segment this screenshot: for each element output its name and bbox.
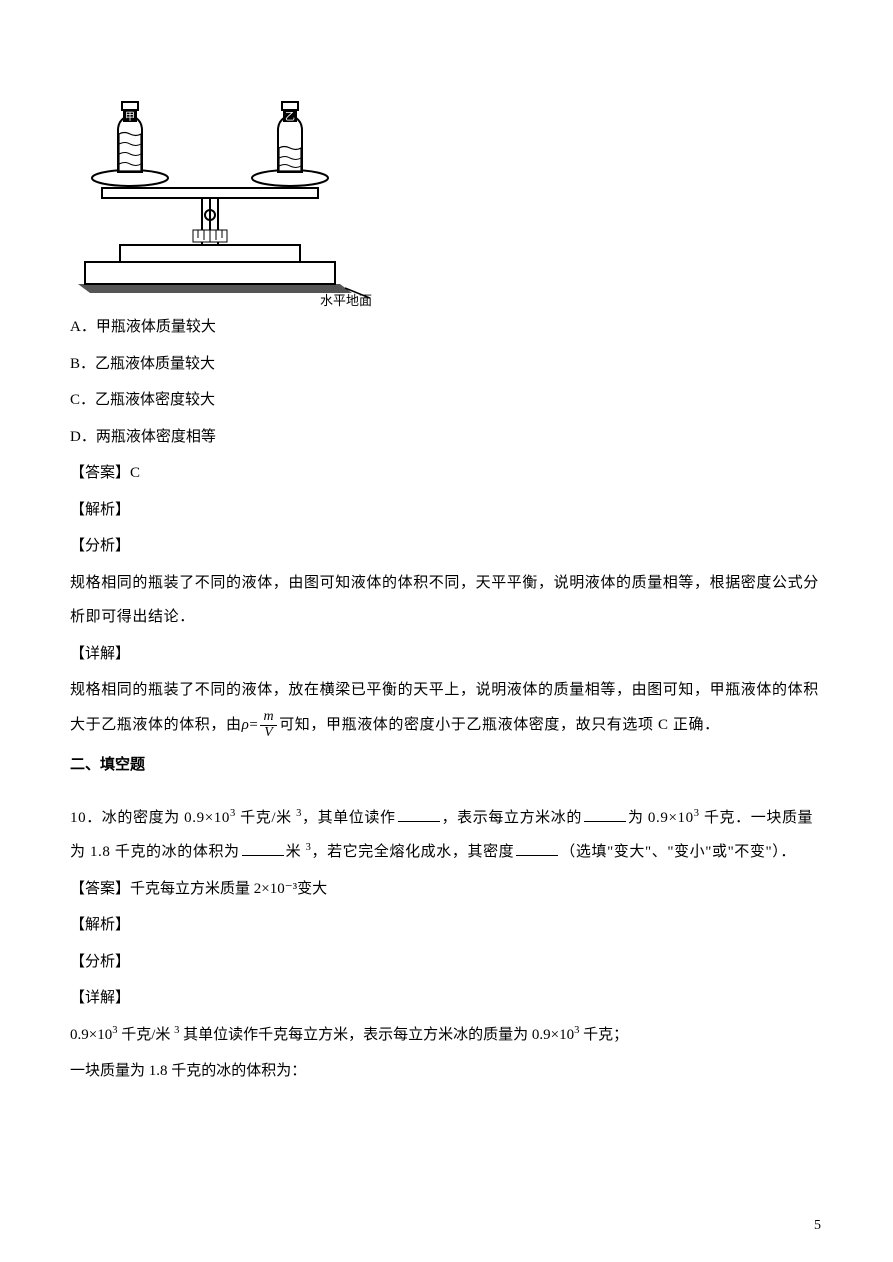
answer-q9-value: C [130,465,140,481]
q10-seg5: 为 0.9×10 [628,810,694,826]
density-fraction: mV [260,710,277,740]
option-b: B．乙瓶液体质量较大 [70,347,823,382]
d10-a: 0.9×10 [70,1027,112,1043]
blank-4 [516,843,558,857]
d10-d: 千克； [579,1027,628,1043]
balance-scale-figure: 甲 乙 水平地面 [70,90,823,300]
eq-symbol: = [249,717,258,733]
q10-seg4: ，表示每立方米冰的 [442,810,582,826]
answer-tag-q10: 【答案】千克每立方米质量 2×10⁻³变大 [70,872,823,907]
detail-q10-line2: 一块质量为 1.8 千克的冰的体积为： [70,1054,823,1089]
analysis-q9-text: 规格相同的瓶装了不同的液体，由图可知液体的体积不同，天平平衡，说明液体的质量相等… [70,566,823,635]
blank-1 [398,808,440,822]
detail-tag-q10: 【详解】 [70,981,823,1016]
q10-seg7: 米 [286,844,306,860]
detail-tag: 【详解】 [70,637,823,672]
fraction-den: V [260,726,277,741]
q10-seg9: （选填"变大"、"变小"或"不变"）． [560,844,796,860]
page-number: 5 [814,1210,821,1242]
bottle-left: 甲 [118,102,142,172]
d10-c: 其单位读作千克每立方米，表示每立方米冰的质量为 0.9×10 [179,1027,574,1043]
q10-seg8: ，若它完全熔化成水，其密度 [311,844,514,860]
answer-label-2: 【答案】 [70,881,130,897]
bottle-left-label: 甲 [125,112,135,123]
q10-seg1: 10．冰的密度为 0.9×10 [70,810,230,826]
explain-tag-q10: 【解析】 [70,908,823,943]
section-2-heading: 二、填空题 [70,748,823,783]
answer-tag: 【答案】C [70,456,823,491]
answer-q10-value: 千克每立方米质量 2×10⁻³变大 [130,881,327,897]
detail-q9-text: 规格相同的瓶装了不同的液体，放在横梁已平衡的天平上，说明液体的质量相等，由图可知… [70,673,823,742]
question-10: 10．冰的密度为 0.9×103 千克/米 3，其单位读作，表示每立方米冰的为 … [70,801,823,870]
balance-scale-svg: 甲 乙 [70,90,370,300]
q10-seg2: 千克/米 [236,810,296,826]
option-a: A．甲瓶液体质量较大 [70,310,823,345]
option-d: D．两瓶液体密度相等 [70,420,823,455]
detail-q10-line1: 0.9×103 千克/米 3 其单位读作千克每立方米，表示每立方米冰的质量为 0… [70,1018,823,1053]
blank-3 [242,843,284,857]
q10-seg3: ，其单位读作 [302,810,396,826]
analysis-tag-q10: 【分析】 [70,945,823,980]
detail-q9-post: 可知，甲瓶液体的密度小于乙瓶液体密度，故只有选项 C 正确． [279,717,720,733]
ground-label: 水平地面 [320,286,372,316]
bottle-right-label: 乙 [285,111,295,123]
bottle-right: 乙 [278,102,302,172]
fraction-num: m [260,710,277,726]
option-c: C．乙瓶液体密度较大 [70,383,823,418]
answer-label: 【答案】 [70,465,130,481]
d10-b: 千克/米 [117,1027,174,1043]
explain-tag: 【解析】 [70,493,823,528]
analysis-tag: 【分析】 [70,529,823,564]
blank-2 [584,808,626,822]
